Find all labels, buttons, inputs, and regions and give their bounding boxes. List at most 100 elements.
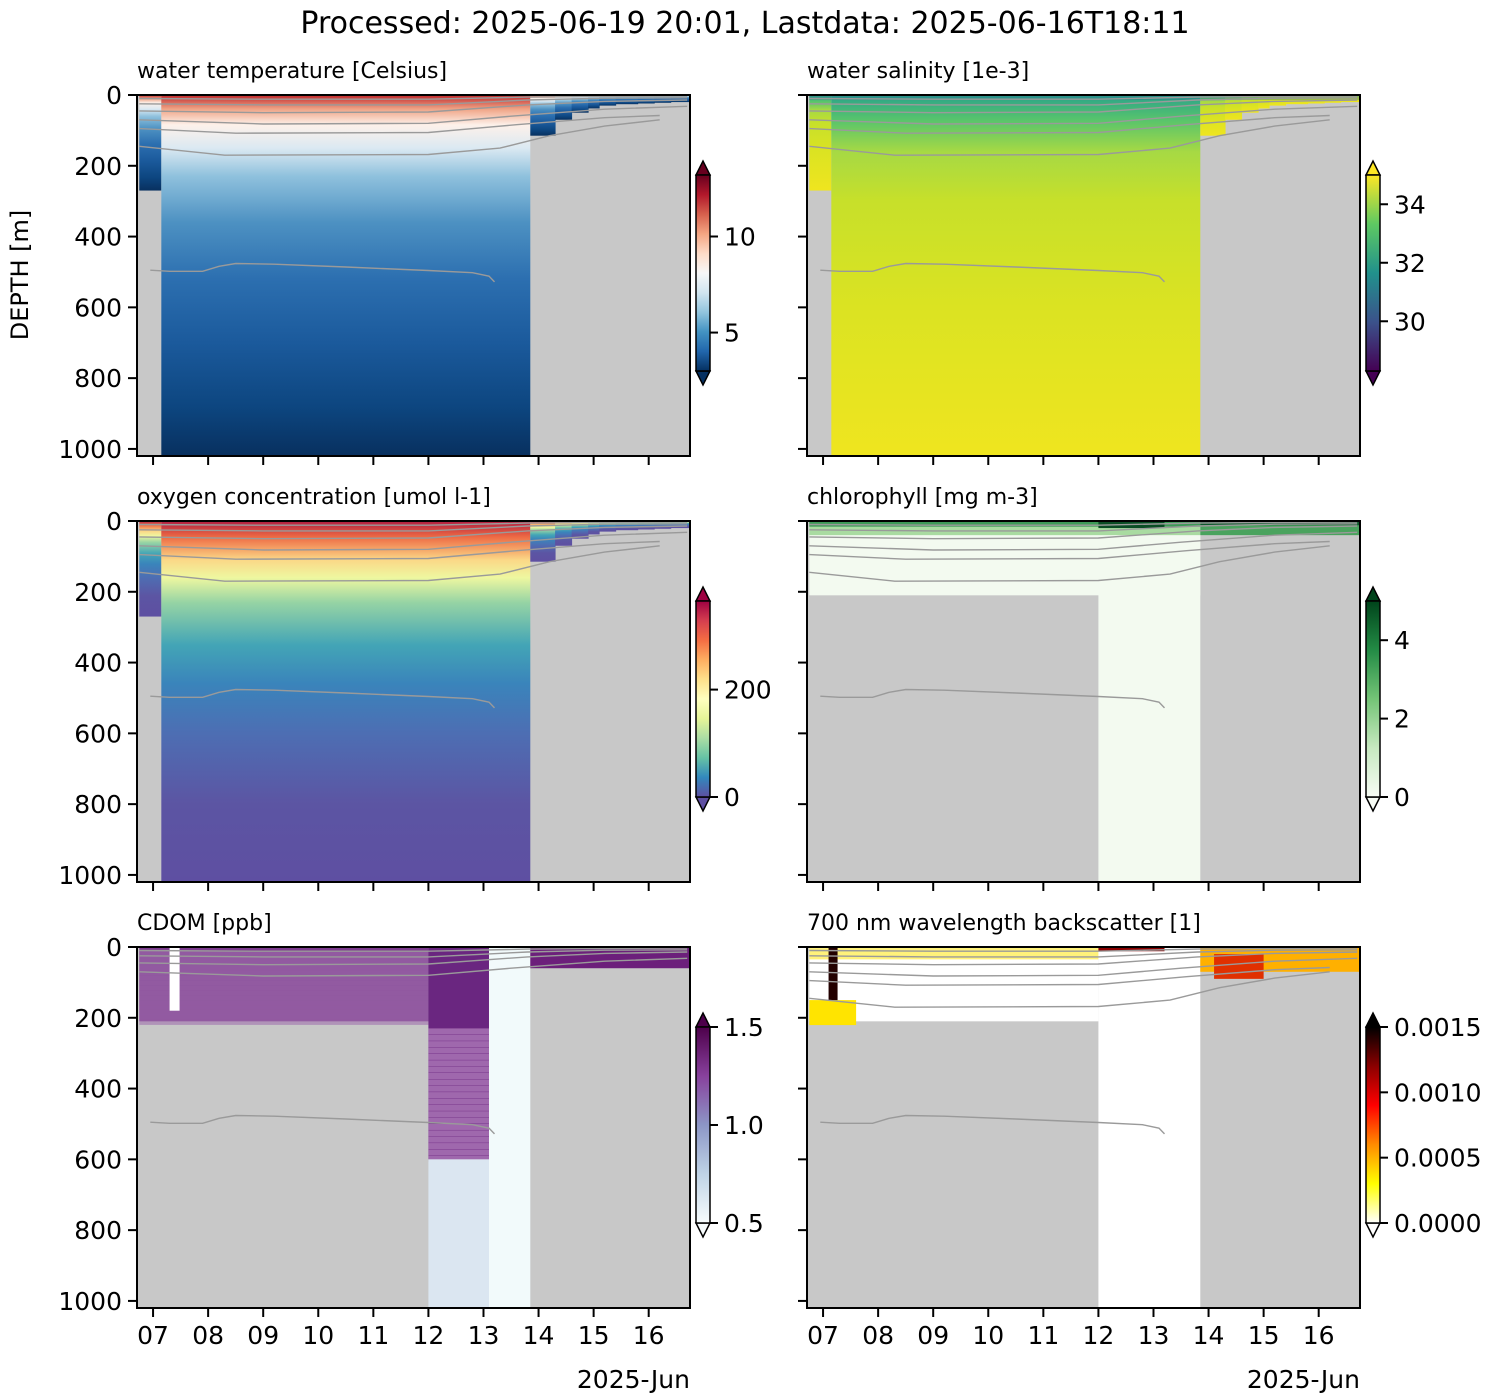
colorbar-extend-min	[1364, 796, 1382, 813]
contour-line	[809, 99, 1358, 114]
colorbar: 30 32 34	[1364, 159, 1426, 387]
y-tick-label: 1000	[58, 861, 122, 890]
panel-2: oxygen concentration [umol l-1] 0 200 400 60…	[58, 485, 772, 891]
field-main	[161, 521, 531, 882]
x-tick-label: 14	[523, 1321, 555, 1350]
cdom-deep-band	[428, 1034, 489, 1041]
y-tick-label: 800	[74, 364, 122, 393]
colorbar-extend-max	[694, 1011, 712, 1028]
field-strip	[599, 95, 617, 106]
panel-1: water salinity [1e-3] 30 32 34	[798, 59, 1426, 465]
cdom-gap	[169, 947, 180, 1011]
plot-frame	[136, 520, 691, 883]
field-strip	[637, 95, 655, 104]
field-strip	[555, 95, 573, 120]
colorbar-tick-label: 1.5	[724, 1013, 764, 1042]
chl-field-deep	[1098, 521, 1201, 882]
cdom-deep-band	[428, 1123, 489, 1130]
y-tick-label: 800	[74, 790, 122, 819]
x-tick-label: 07	[137, 1321, 169, 1350]
plot-frame	[136, 94, 691, 457]
colorbar-tick-label: 0	[1394, 783, 1410, 812]
field-strip	[1225, 95, 1243, 120]
contour-line	[809, 119, 1330, 156]
field-strip	[670, 521, 690, 529]
cdom-deep-band	[428, 1053, 489, 1060]
x-tick-label: 13	[468, 1321, 500, 1350]
x-tick-label: 15	[578, 1321, 610, 1350]
contour-line-deep	[150, 262, 496, 283]
colorbar-bar	[1365, 174, 1381, 372]
cdom-band	[139, 1009, 429, 1015]
cdom-deep-band	[428, 1155, 489, 1162]
cdom-deep-band	[428, 1117, 489, 1124]
field-shallow	[139, 95, 162, 191]
cdom-band	[139, 960, 429, 966]
contour-line	[809, 105, 1358, 125]
panel-3: chlorophyll [mg m-3] 0 2 4	[798, 485, 1410, 891]
panel-5: 700 nm wavelength backscatter [1] 07 08 09 1…	[798, 911, 1481, 1394]
x-tick-label: 07	[807, 1321, 839, 1350]
plot-area	[807, 521, 1360, 882]
plot-frame	[136, 946, 691, 1309]
field-strip	[555, 521, 573, 546]
colorbar-tick-label: 34	[1394, 190, 1426, 219]
contour-line	[139, 95, 688, 100]
bbp-spike	[828, 947, 838, 1022]
contour-line	[139, 105, 688, 125]
y-tick-label: 600	[74, 719, 122, 748]
cdom-deep-band	[428, 1041, 489, 1048]
field-strip	[654, 521, 672, 529]
contour-line	[809, 523, 1358, 532]
y-tick-label: 0	[106, 507, 122, 536]
colorbar-bar	[1365, 1026, 1381, 1224]
contour-line	[809, 95, 1358, 100]
cdom-deep-band	[428, 1085, 489, 1092]
cdom-band	[139, 970, 429, 976]
cdom-deep-band	[428, 1111, 489, 1118]
cdom-band	[139, 1000, 429, 1006]
cdom-deep-band	[428, 1143, 489, 1150]
contour-line-deep	[820, 262, 1166, 283]
plot-area	[807, 947, 1360, 1308]
cdom-low	[428, 1159, 489, 1308]
contour-line	[809, 97, 1358, 106]
y-tick-label: 200	[74, 152, 122, 181]
contour-line	[139, 531, 688, 551]
cdom-band	[139, 1014, 429, 1020]
cdom-band	[139, 1005, 429, 1011]
contour-line	[809, 971, 1330, 1008]
field-strip	[1307, 95, 1325, 104]
contour-line	[809, 540, 1330, 560]
cdom-deep-band	[428, 1098, 489, 1105]
panel-title: water salinity [1e-3]	[807, 59, 1029, 84]
colorbar-tick-label: 10	[724, 222, 756, 251]
colorbar-extend-max	[694, 159, 712, 176]
cdom-band	[139, 975, 429, 981]
colorbar-extend-min	[1364, 1222, 1382, 1239]
colorbar-tick-label: 2	[1394, 705, 1410, 734]
contour-line	[139, 523, 688, 532]
contour-line	[809, 525, 1358, 540]
cdom-band	[139, 980, 429, 986]
cdom-deep-band	[428, 1028, 489, 1035]
colorbar-extend-max	[1364, 1011, 1382, 1028]
contour-line-deep	[820, 1114, 1166, 1135]
colorbar-tick-label: 32	[1394, 249, 1426, 278]
contour-line	[139, 525, 688, 540]
cdom-band	[139, 1019, 429, 1025]
cdom-deep-band	[428, 1072, 489, 1079]
x-date-label: 2025-Jun	[577, 1365, 690, 1394]
x-tick-label: 16	[1303, 1321, 1335, 1350]
y-tick-label: 1000	[58, 1287, 122, 1316]
colorbar: 0.5 1.0 1.5	[694, 1011, 764, 1239]
colorbar-extend-max	[1364, 159, 1382, 176]
contour-line	[139, 951, 688, 966]
colorbar-tick-label: 1.0	[724, 1111, 764, 1140]
colorbar-extend-max	[694, 585, 712, 602]
plot-frame	[806, 94, 1361, 457]
colorbar-tick-label: 4	[1394, 626, 1410, 655]
cdom-deep-band	[428, 1104, 489, 1111]
surface-fresh-layer	[809, 95, 1360, 100]
